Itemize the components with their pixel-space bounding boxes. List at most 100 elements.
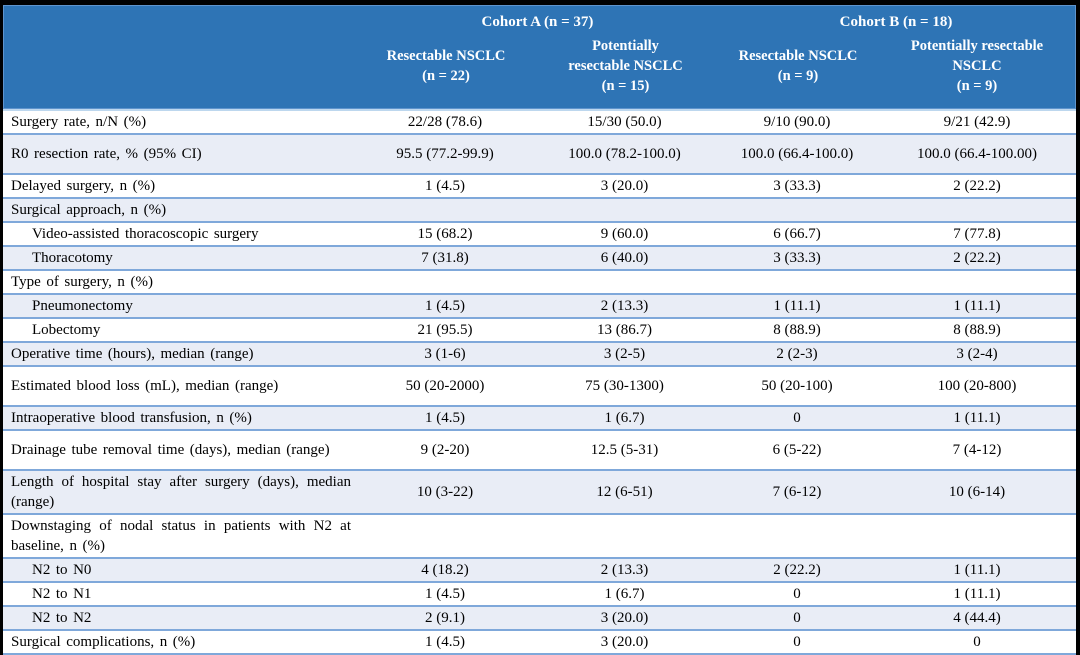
row-value: 0 [793,410,801,426]
row-value: 3 (2-4) [956,346,998,362]
row-value: 75 (30-1300) [585,378,664,394]
table-row: Surgical approach, n (%) [3,197,1076,221]
row-value [716,273,878,292]
cohort-a-header: Cohort A (n = 37) [481,14,594,30]
row-value: 2 (13.3) [600,298,649,314]
row-value: 3 (20.0) [600,634,649,650]
row-value: 1 (11.1) [953,410,1001,426]
row-label: Pneumonectomy [32,298,133,314]
row-label-column-header [4,32,358,108]
row-value: 1 (4.5) [425,634,465,650]
row-value: 9/10 (90.0) [763,114,831,130]
row-value: 50 (20-100) [761,378,833,394]
row-value: 12 (6-51) [596,484,653,500]
row-value [357,273,533,292]
table-row: R0 resection rate, % (95% CI) 95.5 (77.2-… [3,133,1076,173]
column-header-resectable-b: Resectable NSCLC (n = 9) [738,48,858,84]
row-value: 1 (4.5) [425,298,465,314]
row-value: 2 (2-3) [776,346,818,362]
table-row: Video-assisted thoracoscopic surgery 15 (… [3,221,1076,245]
row-value: 2 (22.2) [773,562,821,578]
row-value: 1 (11.1) [953,562,1001,578]
row-value: 7 (4-12) [952,442,1002,458]
row-value: 0 [793,586,801,602]
row-value [878,201,1076,220]
row-value: 7 (6-12) [772,484,822,500]
row-label: Video-assisted thoracoscopic surgery [32,226,259,242]
cohort-header-row: Cohort A (n = 37) Cohort B (n = 18) [4,6,1075,32]
row-value: 95.5 (77.2-99.9) [396,146,494,162]
table-row: Downstaging of nodal status in patients … [3,513,1076,557]
table-row: Estimated blood loss (mL), median (range… [3,365,1076,405]
row-value: 7 (31.8) [421,250,469,266]
row-value [357,517,533,555]
row-label: Thoracotomy [32,250,113,266]
row-value: 8 (88.9) [773,322,821,338]
row-value: 9/21 (42.9) [943,114,1011,130]
row-label: Intraoperative blood transfusion, n (%) [11,410,252,426]
row-value: 1 (6.7) [604,410,645,426]
row-value: 2 (22.2) [953,250,1001,266]
row-value: 15/30 (50.0) [587,114,662,130]
row-value: 100.0 (78.2-100.0) [568,146,681,162]
table-row: Operative time (hours), median (range) 3 … [3,341,1076,365]
table-row: Delayed surgery, n (%) 1 (4.5) 3 (20.0) 3 (… [3,173,1076,197]
row-value: 22/28 (78.6) [407,114,483,130]
row-value: 7 (77.8) [953,226,1001,242]
clinical-outcomes-table: Cohort A (n = 37) Cohort B (n = 18) Rese… [3,5,1076,655]
row-value [533,517,716,555]
table-row: N2 to N1 1 (4.5) 1 (6.7) 0 1 (11.1) [3,581,1076,605]
row-value: 0 [793,634,801,650]
row-label: Downstaging of nodal status in patients … [11,518,351,554]
table-row: Thoracotomy 7 (31.8) 6 (40.0) 3 (33.3) 2 (22… [3,245,1076,269]
row-value: 6 (5-22) [772,442,822,458]
row-value: 21 (95.5) [417,322,473,338]
row-value [878,517,1076,555]
table-row: Drainage tube removal time (days), media… [3,429,1076,469]
table-row: Type of surgery, n (%) [3,269,1076,293]
row-value: 1 (6.7) [604,586,645,602]
row-value: 13 (86.7) [597,322,652,338]
table-row: Surgical complications, n (%) 1 (4.5) 3 (2… [3,629,1076,653]
row-value: 9 (2-20) [420,442,470,458]
row-value [716,517,878,555]
row-value [533,201,716,220]
row-value: 100 (20-800) [937,378,1017,394]
row-value: 100.0 (66.4-100.0) [740,146,854,162]
table-row: Pneumonectomy 1 (4.5) 2 (13.3) 1 (11.1) 1 (1… [3,293,1076,317]
row-label: N2 to N2 [32,610,92,626]
row-value: 3 (33.3) [773,178,821,194]
row-label: Surgery rate, n/N (%) [11,114,147,130]
row-value: 3 (20.0) [600,178,649,194]
row-value: 1 (11.1) [953,298,1001,314]
row-value: 50 (20-2000) [405,378,485,394]
row-label: R0 resection rate, % (95% CI) [11,146,202,162]
row-value: 1 (11.1) [773,298,821,314]
column-header-potentially-resectable-b: Potentially resectable NSCLC (n = 9) [910,38,1044,94]
table-header: Cohort A (n = 37) Cohort B (n = 18) Rese… [3,5,1076,109]
table-row: Lobectomy 21 (95.5) 13 (86.7) 8 (88.9) 8 (88… [3,317,1076,341]
cohort-b-header: Cohort B (n = 18) [839,14,953,30]
row-value [716,201,878,220]
row-value: 3 (1-6) [424,346,466,362]
row-value: 6 (66.7) [773,226,821,242]
row-value: 6 (40.0) [600,250,649,266]
row-value [533,273,716,292]
row-value: 10 (3-22) [416,484,474,500]
row-label: N2 to N0 [32,562,92,578]
column-header-row: Resectable NSCLC (n = 22) Potentially re… [4,32,1075,108]
row-value: 8 (88.9) [953,322,1001,338]
row-value: 1 (4.5) [425,410,465,426]
row-label: Estimated blood loss (mL), median (range… [11,378,279,394]
row-value: 0 [973,634,981,650]
column-header-potentially-resectable-a: Potentially resectable NSCLC (n = 15) [568,38,683,94]
row-label: Surgical complications, n (%) [11,634,196,650]
row-value [357,201,533,220]
row-value: 3 (20.0) [600,610,649,626]
row-value: 2 (22.2) [953,178,1001,194]
row-label: Type of surgery, n (%) [11,274,153,290]
row-value: 1 (11.1) [953,586,1001,602]
row-value: 12.5 (5-31) [590,442,659,458]
row-value: 0 [793,610,801,626]
row-value: 2 (13.3) [600,562,649,578]
